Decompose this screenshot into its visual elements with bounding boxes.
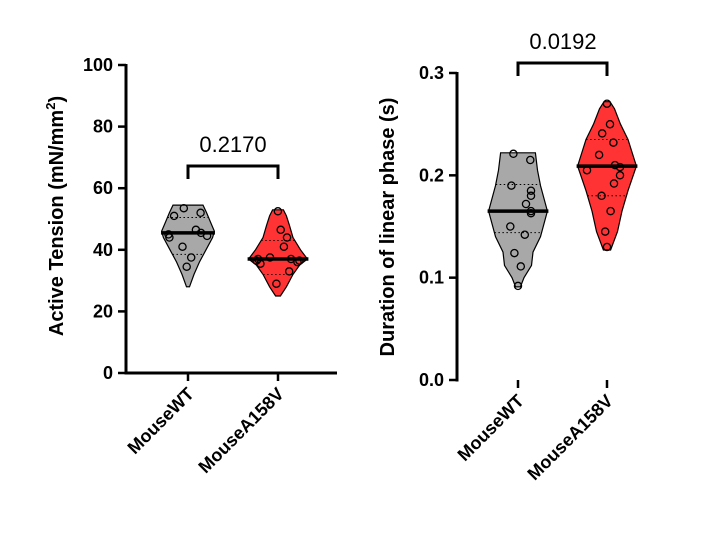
y-tick-label: 0.0 [419, 370, 444, 390]
p-value-label: 0.2170 [199, 132, 266, 157]
data-point [513, 281, 523, 291]
x-category-label: MouseWT [124, 384, 198, 458]
y-tick-label: 40 [93, 240, 113, 260]
data-point [284, 267, 294, 276]
data-point [272, 279, 281, 288]
y-axis-title-active-tension: Active Tension (mN/mm2) [43, 96, 68, 336]
data-point [179, 203, 189, 213]
data-point [186, 253, 196, 262]
data-point [295, 256, 304, 265]
data-point [165, 233, 174, 242]
data-point [169, 211, 179, 221]
data-point [276, 225, 285, 235]
data-point [178, 242, 187, 251]
significance-bracket [516, 61, 609, 76]
data-point [182, 262, 191, 271]
data-point [602, 242, 612, 252]
data-point [615, 171, 625, 180]
data-point [597, 191, 606, 201]
data-point [253, 254, 263, 264]
data-point [526, 155, 535, 165]
data-point [202, 231, 212, 241]
data-point [520, 230, 530, 239]
data-point [605, 119, 615, 129]
y-tick-label: 60 [93, 178, 113, 198]
x-category-label: MouseWT [454, 391, 528, 465]
y-tick-label: 20 [93, 301, 113, 321]
y-axis-title-duration: Duration of linear phase (s) [377, 98, 399, 357]
data-point [526, 191, 536, 201]
data-point [606, 206, 615, 216]
y-tick-label: 80 [93, 117, 113, 137]
data-point [526, 186, 536, 195]
violin-MouseA158V [576, 101, 638, 251]
data-point [293, 257, 302, 267]
data-point [582, 165, 592, 175]
y-tick-label: 0.2 [419, 165, 444, 185]
violin-MouseA158V [247, 209, 309, 297]
data-point [597, 129, 607, 138]
data-point [521, 199, 531, 209]
p-value-label: 0.0192 [529, 29, 596, 54]
violin-MouseWT [487, 152, 549, 288]
data-point [273, 207, 283, 216]
data-point [282, 233, 292, 242]
data-point [610, 160, 620, 170]
data-point [510, 248, 519, 258]
data-point [516, 262, 526, 271]
data-point [279, 242, 289, 251]
data-point [594, 150, 604, 160]
x-category-label: MouseA158V [523, 391, 616, 484]
data-point [509, 149, 518, 159]
data-point [526, 208, 536, 218]
data-point [256, 259, 265, 268]
data-point [609, 138, 618, 147]
y-tick-label: 0.1 [419, 268, 444, 288]
y-tick-label: 0.3 [419, 63, 444, 83]
y-tick-label: 100 [83, 55, 113, 75]
significance-bracket [186, 164, 280, 179]
violin-MouseWT [160, 204, 216, 288]
y-tick-label: 0 [103, 363, 113, 383]
data-point [600, 227, 610, 236]
chart-duration-linear-phase: Duration of linear phase (s) 0.0 0.1 0.2 0.… [377, 29, 638, 484]
data-point [507, 181, 516, 190]
data-point [609, 179, 619, 188]
data-point [615, 162, 625, 172]
chart-active-tension: Active Tension (mN/mm2) 0 20 40 60 80 100 Mous… [43, 55, 337, 477]
data-point [602, 99, 612, 108]
x-category-label: MouseA158V [194, 384, 287, 477]
data-point [265, 253, 275, 262]
data-point [196, 208, 205, 218]
data-point [506, 222, 515, 231]
